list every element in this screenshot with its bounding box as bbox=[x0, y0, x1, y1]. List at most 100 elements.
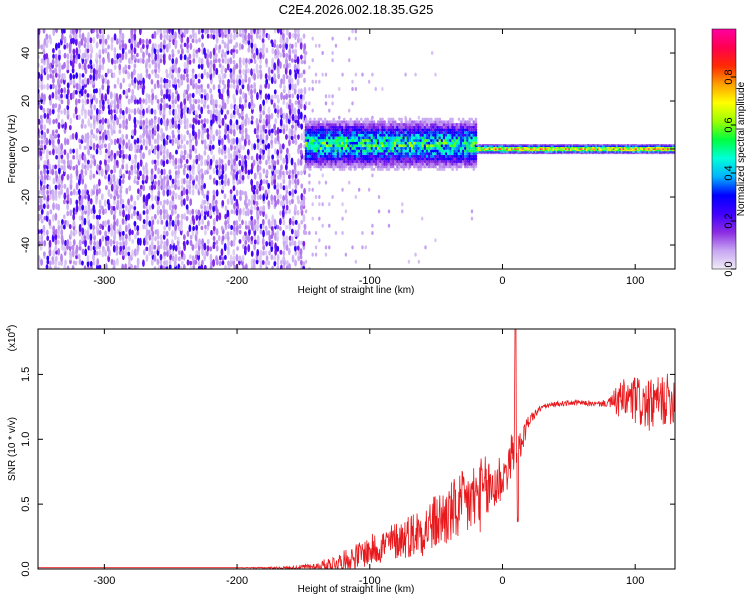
spectrogram-cell bbox=[229, 71, 233, 79]
spectrogram-cell bbox=[137, 188, 140, 195]
spectrogram-cell bbox=[160, 117, 163, 126]
spectrogram-cell bbox=[221, 98, 225, 107]
spectrogram-cell bbox=[332, 149, 335, 153]
spectrogram-cell bbox=[477, 144, 480, 146]
spectrogram-cell bbox=[539, 149, 542, 152]
spectrogram-cell bbox=[342, 159, 346, 164]
spectrogram-cell bbox=[526, 146, 529, 149]
spectrogram-cell bbox=[142, 194, 146, 203]
spectrogram-cell bbox=[379, 162, 382, 166]
spectrogram-cell bbox=[359, 130, 363, 135]
spectrogram-cell bbox=[223, 154, 227, 160]
spectrogram-cell bbox=[157, 179, 161, 187]
spectrogram-cell bbox=[364, 162, 367, 166]
spectrogram-cell bbox=[391, 122, 395, 127]
spectrogram-cell bbox=[342, 130, 346, 135]
spectrogram-cell bbox=[160, 88, 164, 97]
spectrogram-cell bbox=[46, 174, 49, 181]
spectrogram-cell bbox=[421, 146, 425, 150]
spectrogram-cell bbox=[357, 159, 361, 164]
spectrogram-cell bbox=[264, 189, 268, 197]
spectrogram-cell bbox=[39, 114, 43, 120]
spectrogram-cell bbox=[515, 149, 518, 152]
spectrogram-cell bbox=[221, 199, 225, 207]
spectrogram-cell bbox=[162, 137, 166, 147]
spectrogram-cell bbox=[404, 141, 408, 145]
spectrogram-cell bbox=[440, 149, 444, 153]
spectrogram-cell bbox=[253, 143, 257, 151]
spectrogram-cell bbox=[546, 148, 548, 150]
spectrogram-cell bbox=[296, 29, 300, 35]
spectrogram-cell bbox=[52, 249, 56, 258]
spectrogram-cell bbox=[276, 49, 280, 56]
spectrogram-cell bbox=[311, 151, 314, 156]
spectrogram-cell bbox=[419, 120, 423, 124]
spectrogram-cell bbox=[133, 68, 136, 76]
spectrogram-cell bbox=[400, 117, 403, 121]
spectrogram-cell bbox=[364, 157, 367, 161]
spectrogram-cell bbox=[57, 88, 61, 95]
spectrogram-cell bbox=[391, 144, 395, 148]
spectrogram-cell bbox=[186, 56, 190, 65]
spectrogram-cell bbox=[174, 177, 177, 185]
spectrogram-cell bbox=[288, 235, 292, 241]
spectrogram-cell bbox=[455, 159, 459, 164]
spectrogram-cell bbox=[157, 184, 161, 192]
spectrogram-cell bbox=[468, 117, 471, 121]
spectrogram-cell bbox=[370, 146, 374, 150]
spectrogram-cell bbox=[438, 133, 442, 137]
spectrogram-cell bbox=[78, 138, 82, 144]
spectrogram-cell bbox=[332, 117, 335, 121]
spectrogram-cell bbox=[81, 98, 85, 104]
spectrogram-cell bbox=[58, 61, 61, 70]
spectrogram-cell bbox=[430, 120, 433, 124]
spectrogram-cell bbox=[455, 167, 459, 171]
spectrogram-cell bbox=[324, 72, 328, 77]
spectrogram-cell bbox=[189, 142, 192, 150]
spectrogram-cell bbox=[434, 133, 437, 137]
spectrogram-cell bbox=[203, 204, 207, 212]
spectrogram-cell bbox=[313, 117, 316, 121]
spectrogram-cell bbox=[229, 254, 233, 262]
spectrogram-cell bbox=[438, 120, 442, 124]
spectrogram-cell bbox=[250, 42, 254, 49]
spectrogram-cell bbox=[347, 162, 350, 166]
spectrogram-cell bbox=[242, 68, 246, 76]
spectrogram-cell bbox=[128, 113, 131, 122]
spectrogram-cell bbox=[534, 149, 537, 152]
spectrogram-cell bbox=[359, 128, 363, 132]
spectrogram-cell bbox=[353, 125, 357, 129]
spectrogram-cell bbox=[306, 157, 310, 161]
spectrogram-cell bbox=[577, 152, 580, 155]
spectrogram-cell bbox=[200, 62, 204, 70]
spectrogram-cell bbox=[485, 148, 488, 150]
spectrogram-cell bbox=[150, 79, 154, 85]
spectrogram-cell bbox=[259, 69, 262, 75]
spectrogram-cell bbox=[119, 245, 123, 252]
spectrogram-cell bbox=[145, 246, 149, 252]
spectrogram-cell bbox=[261, 133, 265, 140]
spectrogram-cell bbox=[209, 87, 213, 94]
spectrogram-cell bbox=[451, 125, 454, 129]
spectrogram-cell bbox=[209, 66, 212, 75]
spectrogram-cell bbox=[171, 48, 175, 55]
spectrogram-cell bbox=[565, 144, 567, 146]
spectrogram-cell bbox=[81, 64, 85, 71]
spectrogram-cell bbox=[112, 244, 116, 253]
spectrogram-cell bbox=[364, 146, 367, 150]
spectrogram-cell bbox=[51, 168, 55, 176]
spectrogram-cell bbox=[449, 154, 452, 158]
spectrogram-cell bbox=[96, 163, 100, 172]
spectrogram-cell bbox=[495, 146, 497, 149]
spectrogram-cell bbox=[60, 33, 64, 41]
spectrogram-cell bbox=[156, 258, 160, 266]
spectrogram-cell bbox=[276, 104, 280, 110]
spectrogram-cell bbox=[423, 136, 427, 140]
spectrogram-cell bbox=[259, 47, 263, 53]
spectrogram-cell bbox=[153, 250, 157, 256]
spectrogram-cell bbox=[86, 93, 90, 98]
spectrogram-cell bbox=[531, 151, 534, 153]
spectrogram-cell bbox=[425, 162, 429, 166]
spectrogram-cell bbox=[119, 241, 122, 247]
spectrogram-cell bbox=[488, 145, 491, 147]
